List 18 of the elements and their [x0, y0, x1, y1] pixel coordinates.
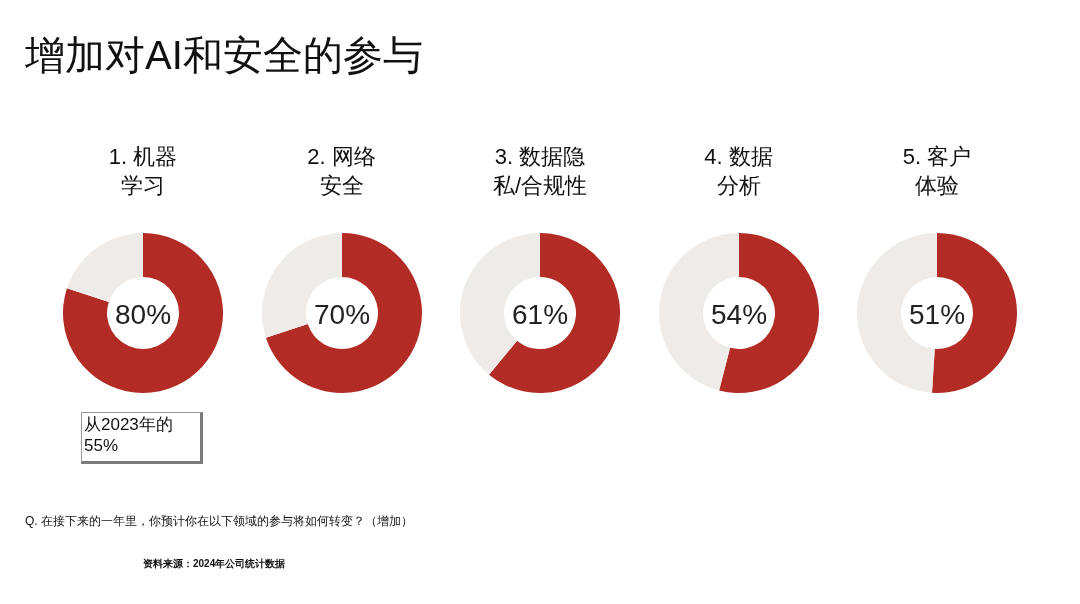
data-label: 61%	[511, 298, 569, 330]
data-label: 51%	[908, 298, 966, 330]
chart-title: 3. 数据隐私/合规性	[491, 143, 589, 200]
chart-title: 5. 客户体验	[901, 143, 973, 200]
chart-title: 4. 数据分析	[703, 143, 774, 200]
data-label: 80%	[114, 298, 172, 330]
data-label: 70%	[313, 298, 370, 330]
text: 增加对AI和安全的参与	[25, 33, 423, 77]
chart-title: 1. 机器学习	[107, 143, 179, 200]
text: 从2023年的55%	[81, 412, 203, 464]
text: Q. 在接下来的一年里，你预计你在以下领域的参与将如何转变？（增加）	[25, 513, 414, 529]
text: 资料来源：2024年公司统计数据	[143, 557, 286, 571]
donut-slice	[489, 233, 620, 393]
donut-slice	[63, 233, 223, 393]
chart-title: 2. 网络安全	[306, 143, 377, 200]
donut-slice	[66, 233, 143, 302]
data-label: 54%	[710, 298, 767, 330]
donut-slice	[265, 233, 422, 393]
